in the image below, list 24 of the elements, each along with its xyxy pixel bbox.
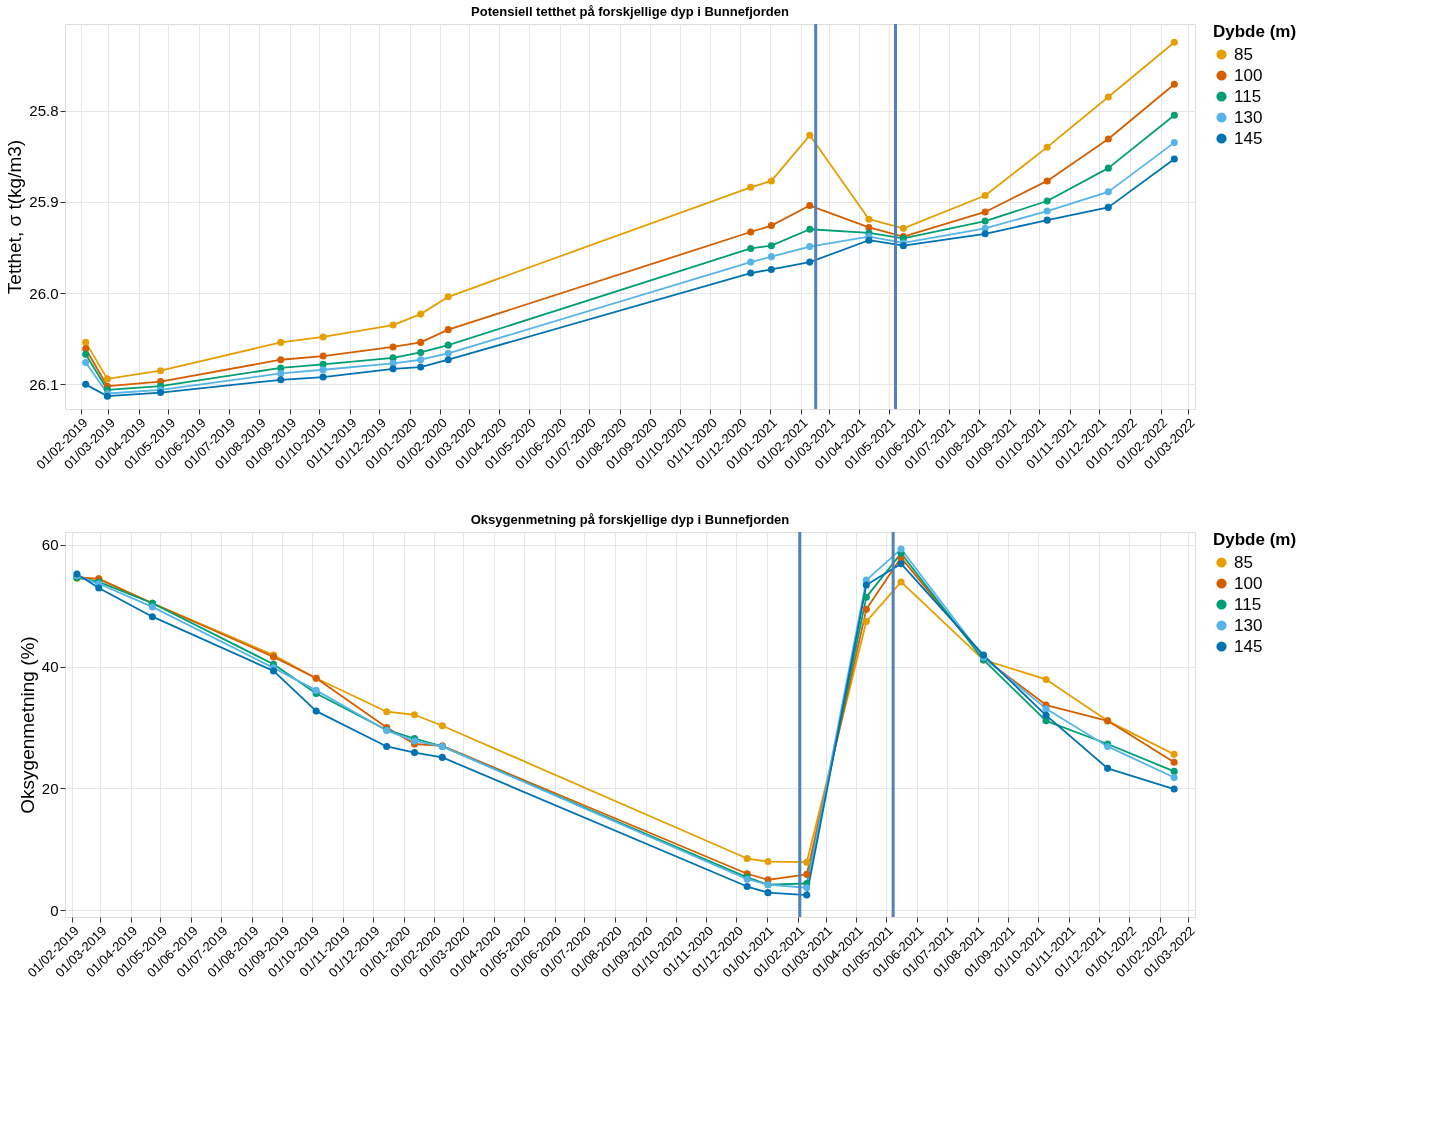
- y-tick-label: 25.8: [29, 102, 59, 120]
- legend-label: 115: [1234, 594, 1262, 614]
- legend-label: 130: [1234, 615, 1263, 635]
- legend-label: 145: [1234, 128, 1263, 148]
- y-tick-label: 20: [41, 779, 59, 797]
- y-tick-label: 40: [41, 658, 59, 676]
- chart-title: Potensiell tetthet på forskjellige dyp i Bunnefjorden: [471, 3, 789, 19]
- y-tick-label: 25.9: [29, 193, 59, 211]
- legend-label: 115: [1234, 86, 1262, 106]
- y-tick-label: 60: [41, 536, 59, 554]
- legend-label: 145: [1234, 636, 1263, 656]
- chart-title: Oksygenmetning på forskjellige dyp i Bunnefjorden: [470, 511, 790, 527]
- legend-title: Dybde (m): [1213, 22, 1297, 41]
- y-axis-title: Tetthet, σ t(kg/m3): [4, 139, 26, 295]
- y-tick-label: 26.0: [29, 284, 59, 302]
- y-tick-label: 26.1: [29, 375, 59, 393]
- legend-label: 85: [1234, 552, 1253, 572]
- y-axis-title: Oksygenmetning (%): [16, 636, 38, 814]
- legend-title: Dybde (m): [1213, 530, 1297, 549]
- legend-label: 130: [1234, 107, 1263, 127]
- legend-label: 85: [1234, 44, 1253, 64]
- legend-label: 100: [1234, 65, 1263, 85]
- legend-label: 100: [1234, 573, 1263, 593]
- y-tick-label: 0: [50, 901, 59, 919]
